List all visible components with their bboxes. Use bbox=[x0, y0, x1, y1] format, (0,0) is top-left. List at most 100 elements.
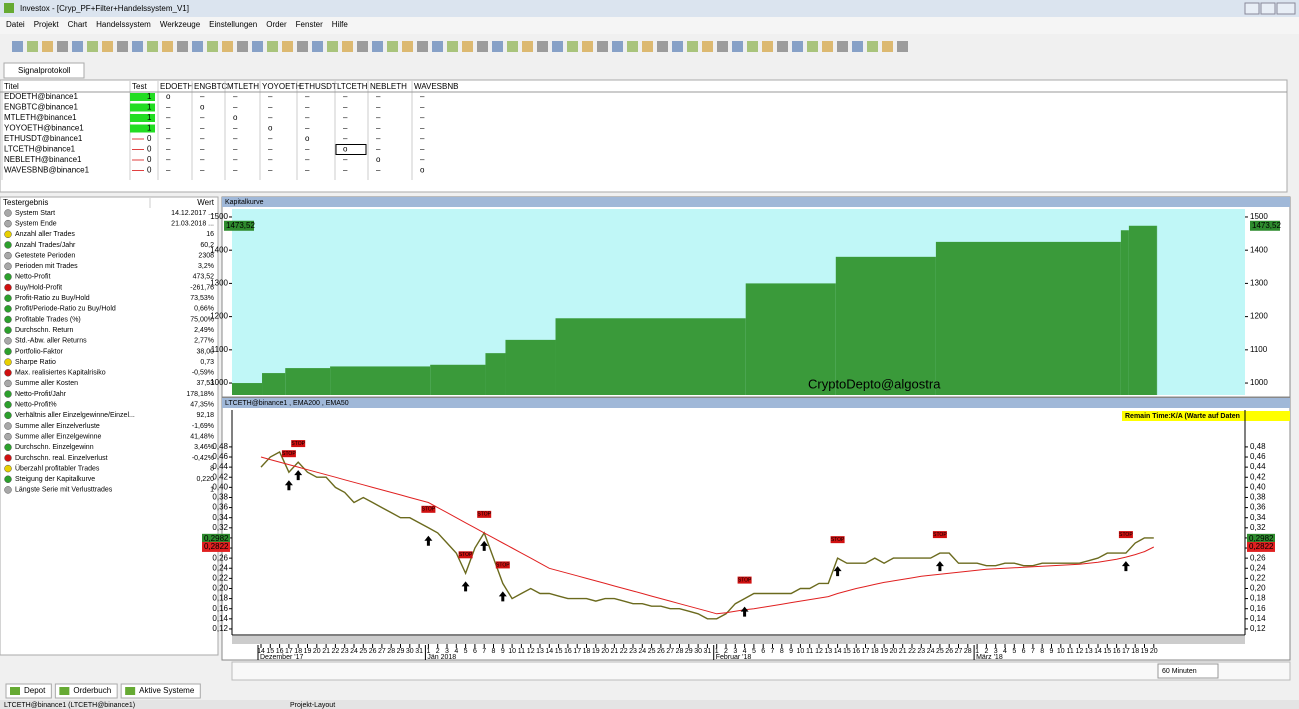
cell: – bbox=[305, 166, 310, 175]
toolbar-icon[interactable] bbox=[177, 41, 188, 52]
bottom-tab[interactable] bbox=[120, 683, 201, 699]
toolbar-icon[interactable] bbox=[192, 41, 203, 52]
toolbar-icon[interactable] bbox=[12, 41, 23, 52]
toolbar-icon[interactable] bbox=[117, 41, 128, 52]
toolbar-icon[interactable] bbox=[147, 41, 158, 52]
cell: – bbox=[376, 92, 381, 101]
menu-item[interactable]: Handelssystem bbox=[96, 20, 151, 29]
toolbar-icon[interactable] bbox=[672, 41, 683, 52]
toolbar-icon[interactable] bbox=[327, 41, 338, 52]
status-light bbox=[4, 262, 12, 270]
toolbar-icon[interactable] bbox=[777, 41, 788, 52]
menu-item[interactable]: Projekt bbox=[34, 20, 60, 29]
toolbar-icon[interactable] bbox=[267, 41, 278, 52]
toolbar-icon[interactable] bbox=[612, 41, 623, 52]
toolbar-icon[interactable] bbox=[657, 41, 668, 52]
toolbar-icon[interactable] bbox=[702, 41, 713, 52]
y-tick-label: 0,48 bbox=[212, 442, 228, 451]
annotation: Remain Time:K/A (Warte auf Daten bbox=[1125, 413, 1240, 420]
toolbar-icon[interactable] bbox=[207, 41, 218, 52]
toolbar-icon[interactable] bbox=[567, 41, 578, 52]
toolbar-icon[interactable] bbox=[852, 41, 863, 52]
toolbar-icon[interactable] bbox=[42, 41, 53, 52]
menu-item[interactable]: Fenster bbox=[296, 20, 323, 29]
toolbar-icon[interactable] bbox=[132, 41, 143, 52]
toolbar-icon[interactable] bbox=[762, 41, 773, 52]
toolbar-icon[interactable] bbox=[627, 41, 638, 52]
toolbar-icon[interactable] bbox=[237, 41, 248, 52]
toolbar-icon[interactable] bbox=[477, 41, 488, 52]
toolbar-icon[interactable] bbox=[552, 41, 563, 52]
x-tick-label: 13 bbox=[1085, 648, 1093, 655]
toolbar-icon[interactable] bbox=[342, 41, 353, 52]
toolbar-icon[interactable] bbox=[312, 41, 323, 52]
stop-label: STOP bbox=[496, 562, 510, 568]
toolbar-icon[interactable] bbox=[837, 41, 848, 52]
toolbar-icon[interactable] bbox=[492, 41, 503, 52]
toolbar-icon[interactable] bbox=[822, 41, 833, 52]
x-tick-label: 12 bbox=[815, 648, 823, 655]
toolbar-icon[interactable] bbox=[507, 41, 518, 52]
toolbar-icon[interactable] bbox=[447, 41, 458, 52]
toolbar-icon[interactable] bbox=[432, 41, 443, 52]
minimize-button[interactable] bbox=[1244, 2, 1260, 15]
toolbar-icon[interactable] bbox=[357, 41, 368, 52]
toolbar-icon[interactable] bbox=[417, 41, 428, 52]
toolbar-icon[interactable] bbox=[282, 41, 293, 52]
scrollbar[interactable] bbox=[231, 661, 1291, 681]
annotation-box bbox=[1122, 411, 1290, 421]
toolbar-icon[interactable] bbox=[687, 41, 698, 52]
menu-item[interactable]: Chart bbox=[68, 20, 88, 29]
toolbar-icon[interactable] bbox=[732, 41, 743, 52]
equity-step bbox=[935, 241, 1121, 395]
toolbar-icon[interactable] bbox=[597, 41, 608, 52]
toolbar-icon[interactable] bbox=[807, 41, 818, 52]
x-tick-label: 16 bbox=[1113, 648, 1121, 655]
toolbar-icon[interactable] bbox=[102, 41, 113, 52]
maximize-button[interactable] bbox=[1260, 2, 1276, 15]
toolbar-icon[interactable] bbox=[162, 41, 173, 52]
menu-item[interactable]: Hilfe bbox=[332, 20, 349, 29]
toolbar-icon[interactable] bbox=[462, 41, 473, 52]
result-name: System Start bbox=[15, 210, 55, 217]
menu-item[interactable]: Datei bbox=[6, 20, 25, 29]
menu-item[interactable]: Werkzeuge bbox=[160, 20, 201, 29]
toolbar-icon[interactable] bbox=[582, 41, 593, 52]
toolbar-icon[interactable] bbox=[747, 41, 758, 52]
cell: o bbox=[420, 166, 425, 175]
timeframe: 60 Minuten bbox=[1162, 668, 1197, 675]
toolbar-icon[interactable] bbox=[252, 41, 263, 52]
last-price-box bbox=[1247, 533, 1275, 544]
cell: – bbox=[200, 113, 205, 122]
result-value: 1 bbox=[210, 487, 214, 494]
toolbar-icon[interactable] bbox=[297, 41, 308, 52]
toolbar-icon[interactable] bbox=[522, 41, 533, 52]
price-title: LTCETH@binance1 , EMA200 , EMA50 bbox=[225, 400, 349, 407]
menu-item[interactable]: Order bbox=[266, 20, 287, 29]
toolbar-icon[interactable] bbox=[222, 41, 233, 52]
toolbar-icon[interactable] bbox=[867, 41, 878, 52]
timeframe-select[interactable] bbox=[1157, 663, 1219, 679]
toolbar-icon[interactable] bbox=[372, 41, 383, 52]
toolbar-icon[interactable] bbox=[792, 41, 803, 52]
toolbar-icon[interactable] bbox=[642, 41, 653, 52]
toolbar-icon[interactable] bbox=[387, 41, 398, 52]
stop-label: STOP bbox=[422, 507, 436, 513]
toolbar-icon[interactable] bbox=[537, 41, 548, 52]
status-left: LTCETH@binance1 (LTCETH@binance1) bbox=[4, 702, 135, 709]
bottom-tab[interactable] bbox=[54, 683, 118, 699]
tab-signalprotokoll[interactable] bbox=[3, 62, 85, 79]
toolbar-icon[interactable] bbox=[402, 41, 413, 52]
toolbar-icon[interactable] bbox=[72, 41, 83, 52]
toolbar-icon[interactable] bbox=[87, 41, 98, 52]
y-tick-label: 1100 bbox=[211, 345, 229, 354]
toolbar-icon[interactable] bbox=[897, 41, 908, 52]
toolbar-icon[interactable] bbox=[717, 41, 728, 52]
close-button[interactable] bbox=[1276, 2, 1296, 15]
toolbar-icon[interactable] bbox=[57, 41, 68, 52]
status-light bbox=[4, 454, 12, 462]
toolbar-icon[interactable] bbox=[27, 41, 38, 52]
toolbar-icon[interactable] bbox=[882, 41, 893, 52]
menu-item[interactable]: Einstellungen bbox=[209, 20, 257, 29]
row-title: NEBLETH@binance1 bbox=[4, 155, 82, 164]
